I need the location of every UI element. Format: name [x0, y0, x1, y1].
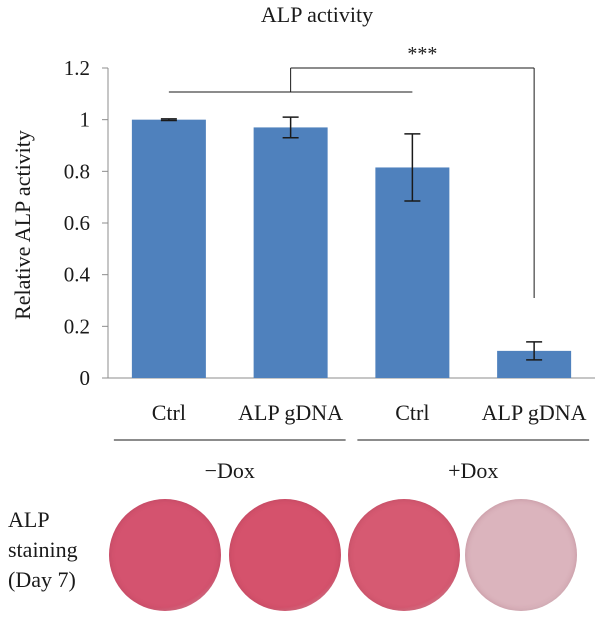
error-bars [160, 116, 543, 361]
staining-well-1 [109, 499, 221, 611]
y-tick-label: 0.4 [64, 263, 91, 287]
group-label: −Dox [205, 458, 255, 483]
x-tick-label: Ctrl [152, 400, 186, 425]
x-tick-label: Ctrl [395, 400, 429, 425]
group-labels: −Dox +Dox [113, 439, 590, 483]
y-axis-label: Relative ALP activity [10, 130, 35, 320]
chart-title: ALP activity [261, 2, 373, 27]
x-tick-label: ALP gDNA [238, 400, 343, 425]
y-tick-label: 0 [80, 366, 91, 390]
staining-well-2 [229, 499, 341, 611]
staining-well-3 [348, 499, 460, 611]
y-tick-label: 1.2 [64, 56, 90, 80]
bar [253, 127, 328, 379]
group-label: +Dox [448, 458, 498, 483]
staining-label-line-1: ALP [8, 507, 50, 532]
staining-label: ALP staining (Day 7) [8, 505, 108, 595]
significance-bracket: *** [168, 43, 535, 298]
staining-label-line-3: (Day 7) [8, 567, 76, 592]
bar [131, 119, 206, 379]
y-tick-label: 0.8 [64, 159, 90, 183]
bars [131, 119, 572, 379]
y-tick-label: 0.6 [64, 211, 90, 235]
significance-label: *** [407, 43, 437, 65]
x-tick-labels: Ctrl ALP gDNA Ctrl ALP gDNA [152, 400, 587, 425]
y-tick-label: 1 [80, 108, 91, 132]
x-tick-label: ALP gDNA [482, 400, 587, 425]
chart: ALP activity Relative ALP activity 0 0.2 0… [10, 2, 595, 483]
staining-well-4 [465, 499, 577, 611]
staining-label-line-2: staining [8, 537, 78, 562]
bar [375, 167, 450, 378]
y-tick-label: 0.2 [64, 314, 90, 338]
